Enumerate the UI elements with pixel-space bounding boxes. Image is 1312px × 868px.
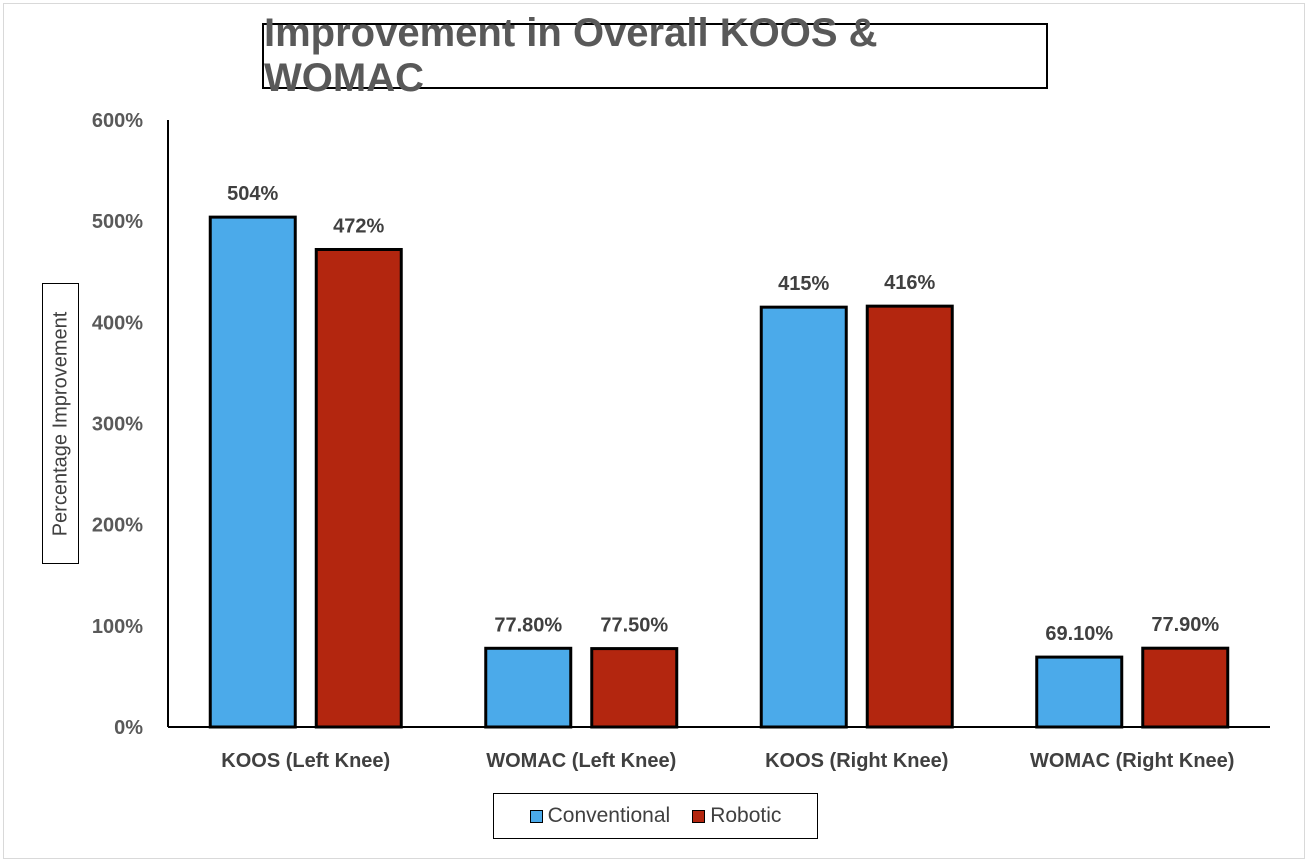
y-tick-label: 600% [92, 110, 143, 132]
bar-conventional [208, 215, 297, 729]
y-tick-label: 200% [92, 515, 143, 537]
data-label-robotic: 77.50% [600, 615, 668, 637]
data-label-conventional: 77.80% [494, 614, 562, 636]
legend-label-conventional: Conventional [547, 804, 671, 827]
data-label-conventional: 69.10% [1045, 623, 1113, 645]
y-tick-label: 300% [92, 414, 143, 436]
bar-robotic [865, 304, 954, 729]
legend-item-robotic: Robotic [692, 804, 781, 828]
y-tick-label: 100% [92, 616, 143, 638]
y-tick-label: 500% [92, 211, 143, 233]
bar-conventional [484, 646, 573, 729]
bar-conventional [1035, 655, 1124, 729]
y-tick-label: 0% [114, 717, 143, 739]
legend-label-robotic: Robotic [710, 804, 782, 827]
y-axis-label-box: Percentage Improvement [42, 283, 79, 564]
y-tick-label: 400% [92, 312, 143, 334]
x-category-label: WOMAC (Right Knee) [1030, 750, 1234, 772]
data-label-conventional: 504% [227, 183, 278, 205]
data-label-robotic: 472% [333, 215, 384, 237]
legend: Conventional Robotic [493, 793, 818, 839]
data-label-robotic: 77.90% [1151, 614, 1219, 636]
data-label-robotic: 416% [884, 272, 935, 294]
legend-swatch-conventional [529, 809, 543, 823]
x-category-label: KOOS (Right Knee) [765, 750, 948, 772]
bar-robotic [1141, 646, 1230, 729]
legend-swatch-robotic [692, 809, 706, 823]
legend-item-conventional: Conventional [529, 804, 671, 828]
bar-conventional [759, 305, 848, 729]
bar-robotic [590, 647, 679, 729]
x-category-label: KOOS (Left Knee) [221, 750, 390, 772]
data-label-conventional: 415% [778, 273, 829, 295]
bar-robotic [314, 247, 403, 729]
x-category-label: WOMAC (Left Knee) [486, 750, 676, 772]
